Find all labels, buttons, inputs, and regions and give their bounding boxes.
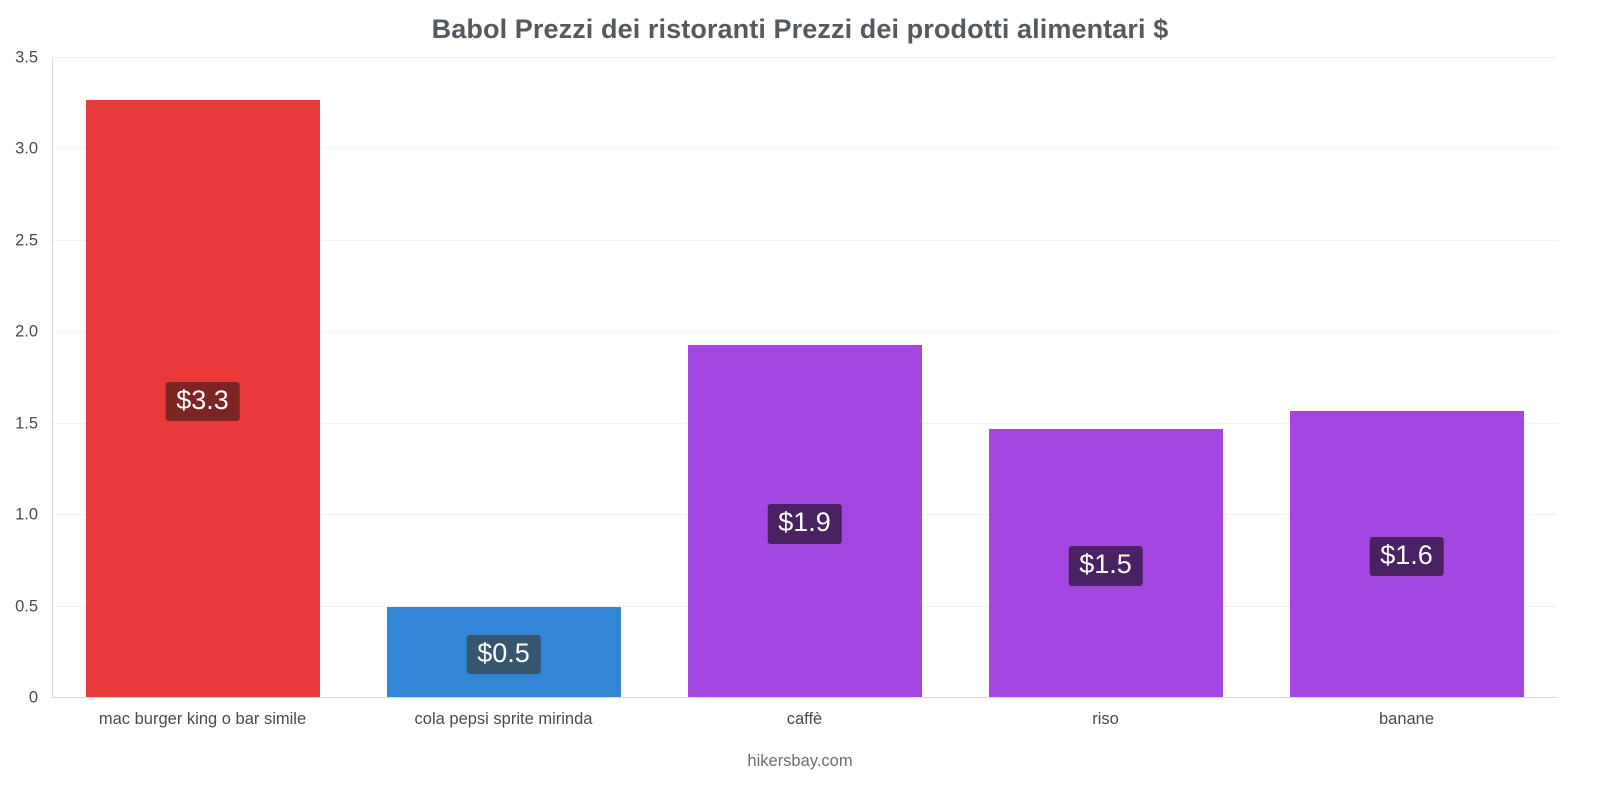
bar[interactable]: $1.9	[687, 345, 922, 698]
x-tick-label: banane	[1378, 710, 1435, 728]
y-tick-label: 0.5	[15, 597, 38, 616]
bar[interactable]: $0.5	[386, 606, 621, 698]
plot-area: $3.3 $0.5 $1.9 $1.5 $1.6	[52, 57, 1557, 698]
bar[interactable]: $3.3	[85, 100, 320, 698]
y-axis-line	[52, 58, 53, 698]
x-axis-line	[52, 697, 1557, 698]
chart-title: Babol Prezzi dei ristoranti Prezzi dei p…	[431, 14, 1169, 44]
y-tick-label: 1.0	[15, 505, 38, 524]
watermark: hikersbay.com	[747, 752, 853, 770]
bar-value-label: $0.5	[466, 635, 541, 675]
gridline	[52, 331, 1557, 333]
bar-value-label: $1.9	[767, 504, 842, 544]
y-tick-label: 3.0	[15, 139, 38, 158]
x-tick-label: mac burger king o bar simile	[98, 710, 307, 728]
bar-value-label: $1.6	[1369, 537, 1444, 577]
x-tick-label: riso	[1092, 710, 1119, 728]
gridline	[52, 57, 1557, 58]
gridline	[52, 239, 1557, 241]
y-tick-label: 2.5	[15, 231, 38, 250]
bar[interactable]: $1.6	[1289, 410, 1524, 698]
y-tick-label: 0	[28, 688, 38, 707]
y-tick-label: 2.0	[15, 322, 38, 341]
bar-value-label: $1.5	[1068, 546, 1143, 586]
x-tick-label: cola pepsi sprite mirinda	[414, 710, 593, 728]
bar[interactable]: $1.5	[988, 429, 1223, 698]
gridline	[52, 148, 1557, 150]
bar-value-label: $3.3	[165, 381, 240, 422]
x-tick-label: caffè	[786, 710, 823, 728]
y-tick-label: 3.5	[15, 48, 38, 67]
y-tick-label: 1.5	[15, 414, 38, 433]
